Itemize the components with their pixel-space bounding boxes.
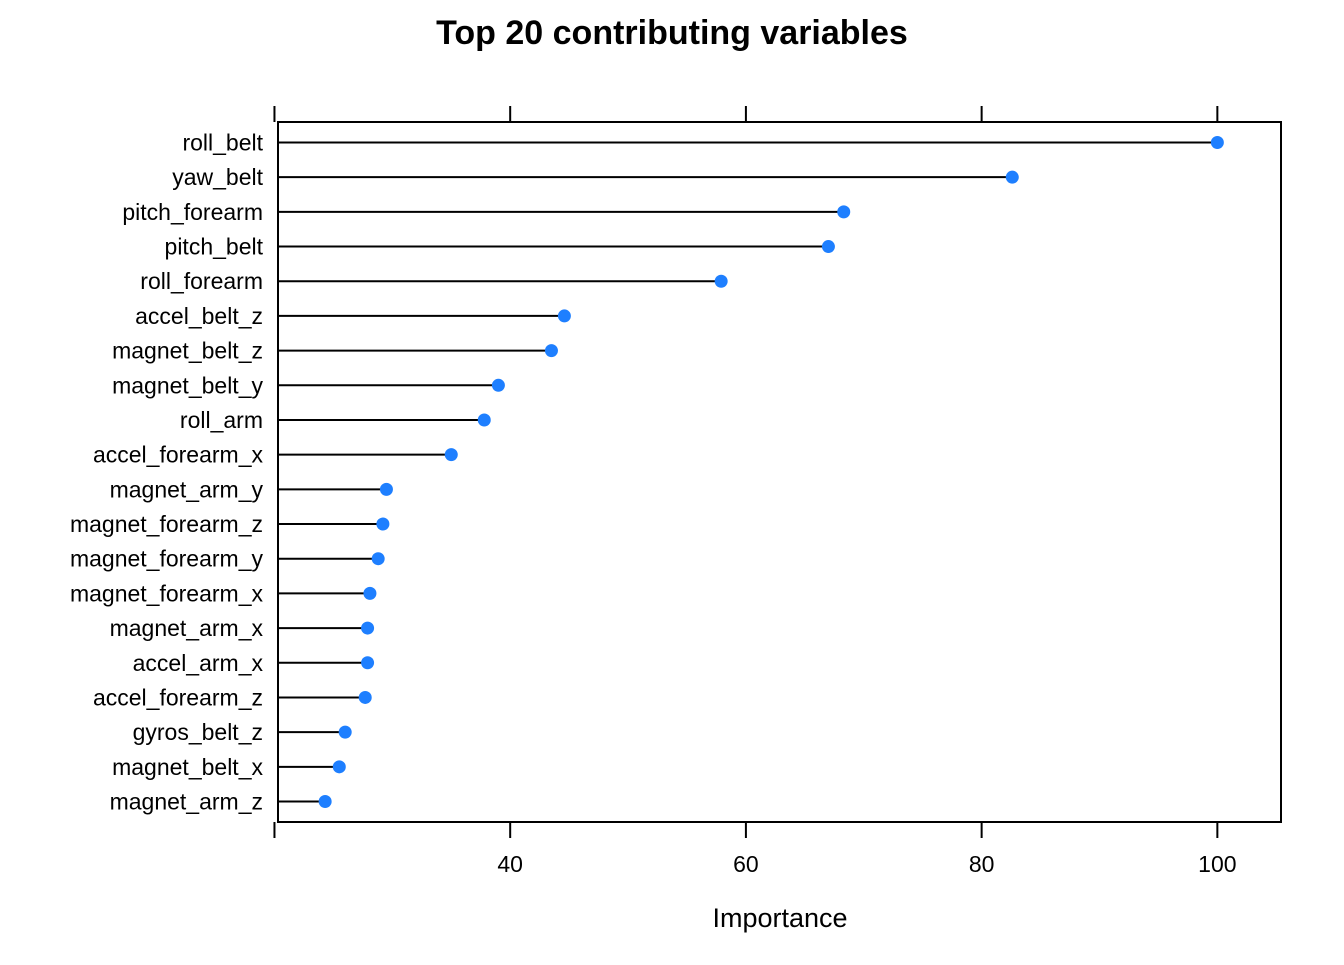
category-label: pitch_belt — [165, 234, 264, 260]
data-point — [338, 725, 352, 739]
data-point — [444, 448, 458, 462]
data-point — [361, 656, 375, 670]
data-point — [544, 344, 558, 358]
data-point — [371, 552, 385, 566]
category-label: accel_arm_x — [133, 650, 264, 676]
category-label: roll_belt — [182, 130, 263, 156]
chart-title: Top 20 contributing variables — [436, 14, 908, 52]
data-point — [379, 482, 393, 496]
data-point — [491, 378, 505, 392]
category-label: magnet_belt_y — [112, 372, 263, 398]
category-labels: roll_belt yaw_belt pitch_forearm pitch_belt… — [70, 130, 264, 815]
x-tick-label: 40 — [497, 851, 523, 877]
x-axis-title: Importance — [712, 903, 847, 933]
top-axis-ticks — [273, 106, 1219, 122]
category-label: accel_forearm_z — [93, 684, 263, 710]
category-label: magnet_forearm_y — [70, 546, 264, 572]
category-label: magnet_forearm_x — [70, 580, 264, 606]
category-label: accel_belt_z — [135, 303, 263, 329]
category-label: magnet_forearm_z — [70, 511, 263, 537]
stems — [278, 141, 1218, 803]
data-point — [557, 309, 571, 323]
x-tick-labels: 40 60 80 100 — [497, 851, 1236, 877]
points — [318, 136, 1224, 808]
x-tick-label: 100 — [1198, 851, 1236, 877]
category-label: gyros_belt_z — [133, 719, 263, 745]
x-tick-label: 60 — [733, 851, 759, 877]
data-point — [1005, 170, 1019, 184]
category-label: roll_forearm — [140, 268, 263, 294]
plot-frame — [277, 121, 1282, 823]
data-point — [318, 795, 332, 808]
data-point — [837, 205, 851, 219]
data-point — [821, 240, 835, 254]
category-label: magnet_arm_y — [110, 476, 264, 502]
category-label: magnet_arm_z — [110, 789, 263, 815]
data-point — [714, 274, 728, 288]
data-point — [332, 760, 346, 774]
data-point — [363, 586, 377, 600]
data-point — [361, 621, 375, 635]
category-label: magnet_arm_x — [110, 615, 264, 641]
category-label: accel_forearm_x — [93, 442, 264, 468]
category-label: magnet_belt_x — [112, 754, 263, 780]
bottom-axis-ticks — [273, 822, 1219, 838]
data-point — [1210, 136, 1224, 149]
data-point — [358, 690, 372, 704]
category-label: pitch_forearm — [122, 199, 263, 225]
category-label: roll_arm — [180, 407, 263, 433]
data-point — [477, 413, 491, 427]
x-tick-label: 80 — [969, 851, 995, 877]
data-point — [376, 517, 390, 531]
category-label: magnet_belt_z — [112, 338, 263, 364]
category-label: yaw_belt — [172, 164, 263, 190]
